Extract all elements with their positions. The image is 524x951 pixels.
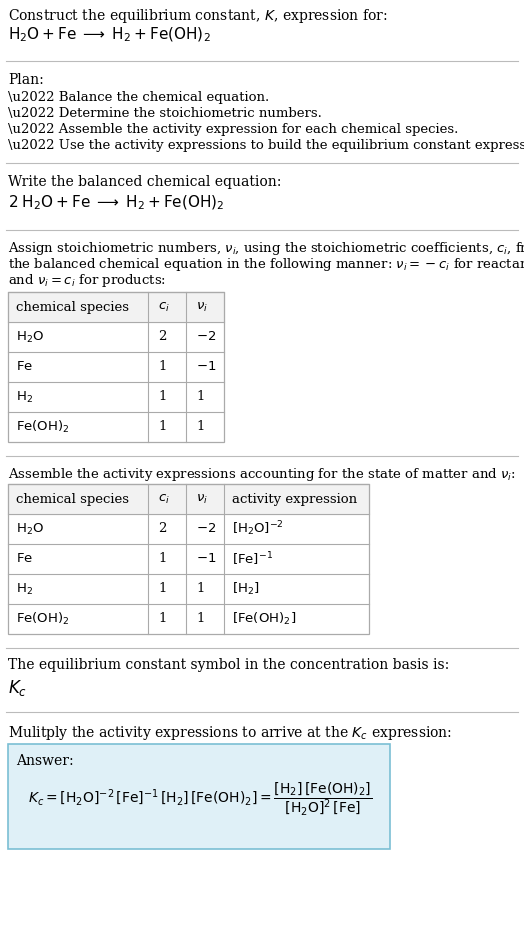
Text: \u2022 Determine the stoichiometric numbers.: \u2022 Determine the stoichiometric numb… xyxy=(8,107,322,120)
Text: 1: 1 xyxy=(196,391,204,403)
Text: Assemble the activity expressions accounting for the state of matter and $\nu_i$: Assemble the activity expressions accoun… xyxy=(8,466,516,483)
Text: $\mathrm{Fe}$: $\mathrm{Fe}$ xyxy=(16,360,33,374)
Bar xyxy=(8,292,224,322)
Text: 1: 1 xyxy=(158,391,167,403)
Text: \u2022 Balance the chemical equation.: \u2022 Balance the chemical equation. xyxy=(8,91,269,104)
Text: Plan:: Plan: xyxy=(8,73,43,87)
Text: 1: 1 xyxy=(158,420,167,434)
Bar xyxy=(8,292,224,442)
Text: and $\nu_i = c_i$ for products:: and $\nu_i = c_i$ for products: xyxy=(8,272,166,289)
Text: $[\mathrm{H_2O}]^{-2}$: $[\mathrm{H_2O}]^{-2}$ xyxy=(232,519,284,538)
Text: $\mathrm{Fe}$: $\mathrm{Fe}$ xyxy=(16,553,33,566)
Text: $\mathrm{Fe(OH)_2}$: $\mathrm{Fe(OH)_2}$ xyxy=(16,611,70,627)
Text: $[\mathrm{Fe}]^{-1}$: $[\mathrm{Fe}]^{-1}$ xyxy=(232,551,273,568)
Text: 1: 1 xyxy=(158,612,167,626)
Text: \u2022 Use the activity expressions to build the equilibrium constant expression: \u2022 Use the activity expressions to b… xyxy=(8,139,524,152)
Text: $\mathrm{H_2}$: $\mathrm{H_2}$ xyxy=(16,390,33,404)
Text: Write the balanced chemical equation:: Write the balanced chemical equation: xyxy=(8,175,281,189)
Text: $\mathrm{H_2O}$: $\mathrm{H_2O}$ xyxy=(16,521,44,536)
Bar xyxy=(8,484,369,514)
Text: $c_i$: $c_i$ xyxy=(158,301,170,314)
Text: chemical species: chemical species xyxy=(16,493,129,506)
Text: Construct the equilibrium constant, $K$, expression for:: Construct the equilibrium constant, $K$,… xyxy=(8,7,388,25)
Text: $\mathrm{H_2O + Fe} \;\longrightarrow\; \mathrm{H_2 + Fe(OH)_2}$: $\mathrm{H_2O + Fe} \;\longrightarrow\; … xyxy=(8,26,211,45)
Text: 2: 2 xyxy=(158,522,167,535)
Text: $\mathrm{H_2O}$: $\mathrm{H_2O}$ xyxy=(16,329,44,344)
Text: Answer:: Answer: xyxy=(16,754,74,768)
Text: 1: 1 xyxy=(196,420,204,434)
Text: 1: 1 xyxy=(158,360,167,374)
Text: 1: 1 xyxy=(158,553,167,566)
Text: Assign stoichiometric numbers, $\nu_i$, using the stoichiometric coefficients, $: Assign stoichiometric numbers, $\nu_i$, … xyxy=(8,240,524,257)
Text: activity expression: activity expression xyxy=(232,493,357,506)
Text: 1: 1 xyxy=(196,612,204,626)
Text: \u2022 Assemble the activity expression for each chemical species.: \u2022 Assemble the activity expression … xyxy=(8,123,458,136)
FancyBboxPatch shape xyxy=(8,744,390,849)
Text: $-2$: $-2$ xyxy=(196,522,216,535)
Text: $-1$: $-1$ xyxy=(196,553,216,566)
Text: the balanced chemical equation in the following manner: $\nu_i = -c_i$ for react: the balanced chemical equation in the fo… xyxy=(8,256,524,273)
Text: $[\mathrm{Fe(OH)_2}]$: $[\mathrm{Fe(OH)_2}]$ xyxy=(232,611,296,627)
Text: 2: 2 xyxy=(158,331,167,343)
Text: $\mathrm{2\;H_2O + Fe} \;\longrightarrow\; \mathrm{H_2 + Fe(OH)_2}$: $\mathrm{2\;H_2O + Fe} \;\longrightarrow… xyxy=(8,194,225,212)
Text: $-2$: $-2$ xyxy=(196,331,216,343)
Text: $K_c$: $K_c$ xyxy=(8,678,27,698)
Text: The equilibrium constant symbol in the concentration basis is:: The equilibrium constant symbol in the c… xyxy=(8,658,449,672)
Text: $\mathrm{H_2}$: $\mathrm{H_2}$ xyxy=(16,581,33,596)
Text: $-1$: $-1$ xyxy=(196,360,216,374)
Text: 1: 1 xyxy=(196,583,204,595)
Text: $\mathrm{Fe(OH)_2}$: $\mathrm{Fe(OH)_2}$ xyxy=(16,419,70,435)
Text: 1: 1 xyxy=(158,583,167,595)
Text: chemical species: chemical species xyxy=(16,301,129,314)
Bar xyxy=(8,484,369,634)
Text: Mulitply the activity expressions to arrive at the $K_c$ expression:: Mulitply the activity expressions to arr… xyxy=(8,724,452,742)
Text: $c_i$: $c_i$ xyxy=(158,493,170,506)
Text: $\nu_i$: $\nu_i$ xyxy=(196,493,208,506)
Text: $[\mathrm{H_2}]$: $[\mathrm{H_2}]$ xyxy=(232,581,259,597)
Bar xyxy=(8,484,369,634)
Text: $K_c = [\mathrm{H_2O}]^{-2}\,[\mathrm{Fe}]^{-1}\,[\mathrm{H_2}]\,[\mathrm{Fe(OH): $K_c = [\mathrm{H_2O}]^{-2}\,[\mathrm{Fe… xyxy=(28,780,373,817)
Text: $\nu_i$: $\nu_i$ xyxy=(196,301,208,314)
Bar xyxy=(8,292,224,442)
